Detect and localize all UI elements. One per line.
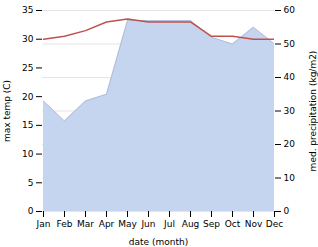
svg-text:max temp (C): max temp (C) bbox=[2, 80, 12, 142]
svg-text:Jun: Jun bbox=[140, 219, 155, 229]
svg-text:10: 10 bbox=[284, 173, 296, 183]
svg-text:May: May bbox=[118, 219, 137, 229]
svg-text:30: 30 bbox=[22, 34, 34, 44]
svg-text:date (month): date (month) bbox=[129, 237, 188, 247]
svg-text:Sep: Sep bbox=[203, 219, 220, 229]
svg-text:30: 30 bbox=[284, 106, 296, 116]
svg-text:15: 15 bbox=[22, 120, 33, 130]
svg-text:med. precipitation (kg/m2): med. precipitation (kg/m2) bbox=[308, 51, 318, 172]
svg-text:40: 40 bbox=[284, 72, 296, 82]
svg-text:Mar: Mar bbox=[77, 219, 94, 229]
svg-text:5: 5 bbox=[28, 178, 34, 188]
svg-text:Jan: Jan bbox=[36, 219, 51, 229]
svg-text:35: 35 bbox=[22, 5, 33, 15]
svg-text:20: 20 bbox=[22, 92, 34, 102]
svg-text:Apr: Apr bbox=[99, 219, 115, 229]
svg-text:10: 10 bbox=[22, 149, 34, 159]
svg-text:0: 0 bbox=[28, 206, 34, 216]
svg-text:25: 25 bbox=[22, 63, 33, 73]
svg-text:20: 20 bbox=[284, 139, 296, 149]
svg-text:0: 0 bbox=[284, 206, 290, 216]
svg-text:Nov: Nov bbox=[245, 219, 263, 229]
svg-text:Jul: Jul bbox=[163, 219, 175, 229]
svg-text:50: 50 bbox=[284, 39, 296, 49]
svg-text:Oct: Oct bbox=[225, 219, 241, 229]
svg-text:Aug: Aug bbox=[182, 219, 200, 229]
svg-text:Feb: Feb bbox=[57, 219, 73, 229]
svg-text:60: 60 bbox=[284, 5, 296, 15]
svg-text:Dec: Dec bbox=[266, 219, 283, 229]
